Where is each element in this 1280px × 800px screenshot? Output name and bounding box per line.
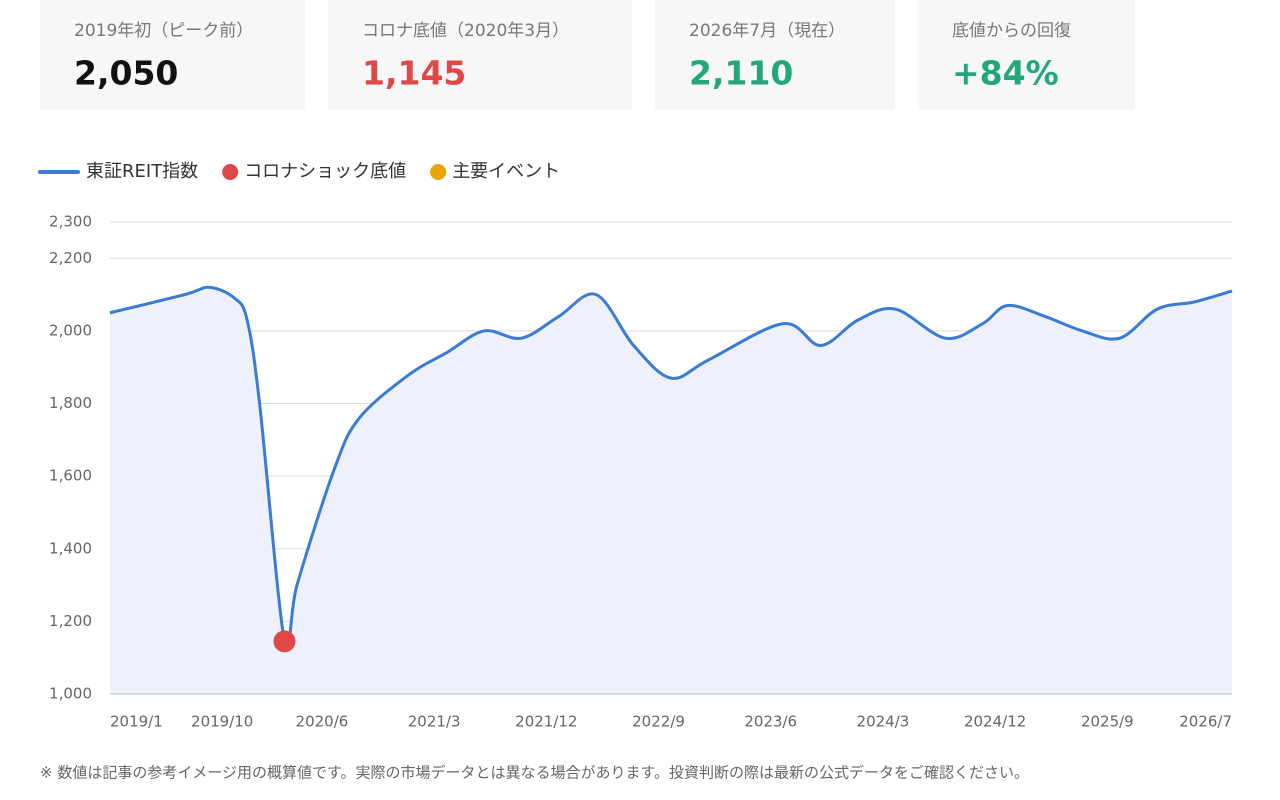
x-tick-label: 2021/12 [515,713,577,731]
y-tick-label: 1,600 [49,467,92,485]
stat-label: 2026年7月（現在） [689,21,845,41]
x-tick-label: 2021/3 [408,713,461,731]
y-tick-label: 2,000 [49,321,92,339]
line [109,285,1233,652]
x-tick-label: 2019/1 [110,713,163,731]
stat-value: 1,145 [362,54,466,93]
stat-value: 2,110 [689,54,793,93]
stat-card [328,0,632,110]
y-tick-label: 2,300 [49,213,92,231]
stat-card [655,0,895,110]
legend-swatch [430,164,447,180]
x-tick-label: 2020/6 [296,713,349,731]
y-tick-label: 1,200 [49,612,92,630]
y-tick-label: 1,400 [49,539,92,557]
y-tick-label: 2,200 [49,249,92,267]
stat-label: 底値からの回復 [952,21,1071,41]
x-tick-label: 2026/7 [1179,713,1232,731]
legend-swatch [222,164,239,180]
legend-label: 東証REIT指数 [86,161,198,182]
x-tick-label: 2024/12 [964,713,1026,731]
x-tick-label: 2024/3 [857,713,910,731]
stat-card [40,0,305,110]
stat-value: 2,050 [74,54,178,93]
stat-label: 2019年初（ピーク前） [74,21,253,41]
y-tick-label: 1,000 [49,685,92,703]
stat-label: コロナ底値（2020年3月） [362,21,569,41]
x-tick-label: 2019/10 [191,713,253,731]
x-tick-label: 2023/6 [744,713,797,731]
stat-card [918,0,1135,110]
legend-label: 主要イベント [452,161,560,182]
y-tick-label: 1,800 [49,394,92,412]
footnote: ※ 数値は記事の参考イメージ用の概算値です。実際の市場データとは異なる場合があり… [40,764,1029,782]
stat-value: +84% [952,54,1059,93]
x-tick-label: 2025/9 [1081,713,1134,731]
point [273,630,296,653]
legend-label: コロナショック底値 [244,161,406,182]
x-tick-label: 2022/9 [632,713,685,731]
